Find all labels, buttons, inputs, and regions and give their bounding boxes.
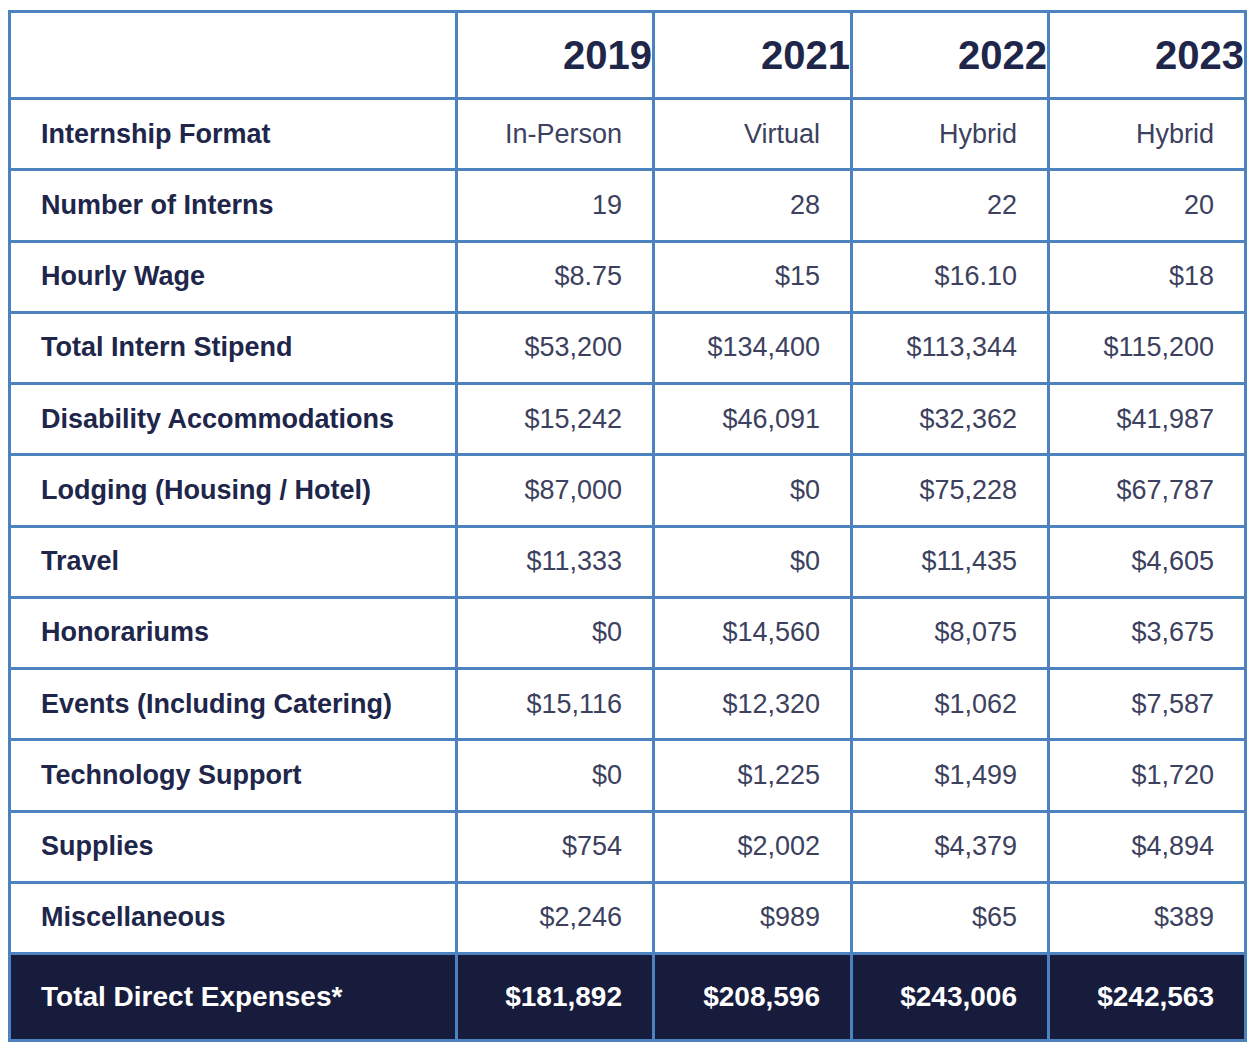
total-cell-value: $243,006 xyxy=(852,954,1049,1041)
table-body: Internship FormatIn-PersonVirtualHybridH… xyxy=(10,99,1246,954)
table-row: Travel$11,333$0$11,435$4,605 xyxy=(10,526,1246,597)
cell-value: 28 xyxy=(654,170,852,241)
cell-value: $14,560 xyxy=(654,597,852,668)
cell-value: $53,200 xyxy=(457,312,654,383)
row-label: Hourly Wage xyxy=(10,241,457,312)
table-row: Internship FormatIn-PersonVirtualHybridH… xyxy=(10,99,1246,170)
cell-value: $2,002 xyxy=(654,811,852,882)
cell-value: $4,379 xyxy=(852,811,1049,882)
cell-value: Hybrid xyxy=(852,99,1049,170)
cell-value: $115,200 xyxy=(1049,312,1246,383)
cell-value: $4,894 xyxy=(1049,811,1246,882)
table-row: Honorariums$0$14,560$8,075$3,675 xyxy=(10,597,1246,668)
header-row: 2019202120222023 xyxy=(10,12,1246,99)
table-row: Miscellaneous$2,246$989$65$389 xyxy=(10,882,1246,953)
table-row: Supplies$754$2,002$4,379$4,894 xyxy=(10,811,1246,882)
cell-value: $12,320 xyxy=(654,669,852,740)
row-label: Supplies xyxy=(10,811,457,882)
cell-value: Virtual xyxy=(654,99,852,170)
cell-value: $4,605 xyxy=(1049,526,1246,597)
table-header: 2019202120222023 xyxy=(10,12,1246,99)
cell-value: $32,362 xyxy=(852,384,1049,455)
cell-value: Hybrid xyxy=(1049,99,1246,170)
table-row: Hourly Wage$8.75$15$16.10$18 xyxy=(10,241,1246,312)
total-cell-value: $208,596 xyxy=(654,954,852,1041)
table-footer: Total Direct Expenses*$181,892$208,596$2… xyxy=(10,954,1246,1041)
row-label: Events (Including Catering) xyxy=(10,669,457,740)
cell-value: $113,344 xyxy=(852,312,1049,383)
table-row: Total Intern Stipend$53,200$134,400$113,… xyxy=(10,312,1246,383)
cell-value: $65 xyxy=(852,882,1049,953)
cell-value: $46,091 xyxy=(654,384,852,455)
total-cell-value: $181,892 xyxy=(457,954,654,1041)
cell-value: $18 xyxy=(1049,241,1246,312)
cell-value: 22 xyxy=(852,170,1049,241)
cell-value: $1,225 xyxy=(654,740,852,811)
row-label: Travel xyxy=(10,526,457,597)
cell-value: $8,075 xyxy=(852,597,1049,668)
row-label: Total Intern Stipend xyxy=(10,312,457,383)
cell-value: $754 xyxy=(457,811,654,882)
cell-value: $134,400 xyxy=(654,312,852,383)
page: 2019202120222023 Internship FormatIn-Per… xyxy=(0,0,1252,1052)
cell-value: $0 xyxy=(654,526,852,597)
cell-value: $0 xyxy=(654,455,852,526)
row-label: Miscellaneous xyxy=(10,882,457,953)
year-header: 2022 xyxy=(852,12,1049,99)
year-header: 2019 xyxy=(457,12,654,99)
table-row: Lodging (Housing / Hotel)$87,000$0$75,22… xyxy=(10,455,1246,526)
total-row: Total Direct Expenses*$181,892$208,596$2… xyxy=(10,954,1246,1041)
cell-value: $1,062 xyxy=(852,669,1049,740)
cell-value: $15 xyxy=(654,241,852,312)
total-row-label: Total Direct Expenses* xyxy=(10,954,457,1041)
cell-value: $2,246 xyxy=(457,882,654,953)
cell-value: $11,435 xyxy=(852,526,1049,597)
cell-value: $389 xyxy=(1049,882,1246,953)
table-row: Technology Support$0$1,225$1,499$1,720 xyxy=(10,740,1246,811)
row-label: Disability Accommodations xyxy=(10,384,457,455)
row-label: Technology Support xyxy=(10,740,457,811)
cell-value: $989 xyxy=(654,882,852,953)
total-cell-value: $242,563 xyxy=(1049,954,1246,1041)
cell-value: $15,116 xyxy=(457,669,654,740)
table-row: Disability Accommodations$15,242$46,091$… xyxy=(10,384,1246,455)
corner-cell xyxy=(10,12,457,99)
cell-value: $0 xyxy=(457,597,654,668)
cell-value: 19 xyxy=(457,170,654,241)
table-row: Number of Interns19282220 xyxy=(10,170,1246,241)
cell-value: In-Person xyxy=(457,99,654,170)
row-label: Number of Interns xyxy=(10,170,457,241)
cell-value: $67,787 xyxy=(1049,455,1246,526)
cell-value: $3,675 xyxy=(1049,597,1246,668)
cell-value: $41,987 xyxy=(1049,384,1246,455)
cell-value: $1,499 xyxy=(852,740,1049,811)
table-row: Events (Including Catering)$15,116$12,32… xyxy=(10,669,1246,740)
cell-value: $15,242 xyxy=(457,384,654,455)
cell-value: $16.10 xyxy=(852,241,1049,312)
row-label: Lodging (Housing / Hotel) xyxy=(10,455,457,526)
year-header: 2021 xyxy=(654,12,852,99)
row-label: Honorariums xyxy=(10,597,457,668)
cell-value: $11,333 xyxy=(457,526,654,597)
cell-value: $87,000 xyxy=(457,455,654,526)
cell-value: $1,720 xyxy=(1049,740,1246,811)
row-label: Internship Format xyxy=(10,99,457,170)
cell-value: $8.75 xyxy=(457,241,654,312)
cell-value: $75,228 xyxy=(852,455,1049,526)
cell-value: $0 xyxy=(457,740,654,811)
cell-value: 20 xyxy=(1049,170,1246,241)
cell-value: $7,587 xyxy=(1049,669,1246,740)
year-header: 2023 xyxy=(1049,12,1246,99)
expenses-table: 2019202120222023 Internship FormatIn-Per… xyxy=(8,10,1247,1042)
